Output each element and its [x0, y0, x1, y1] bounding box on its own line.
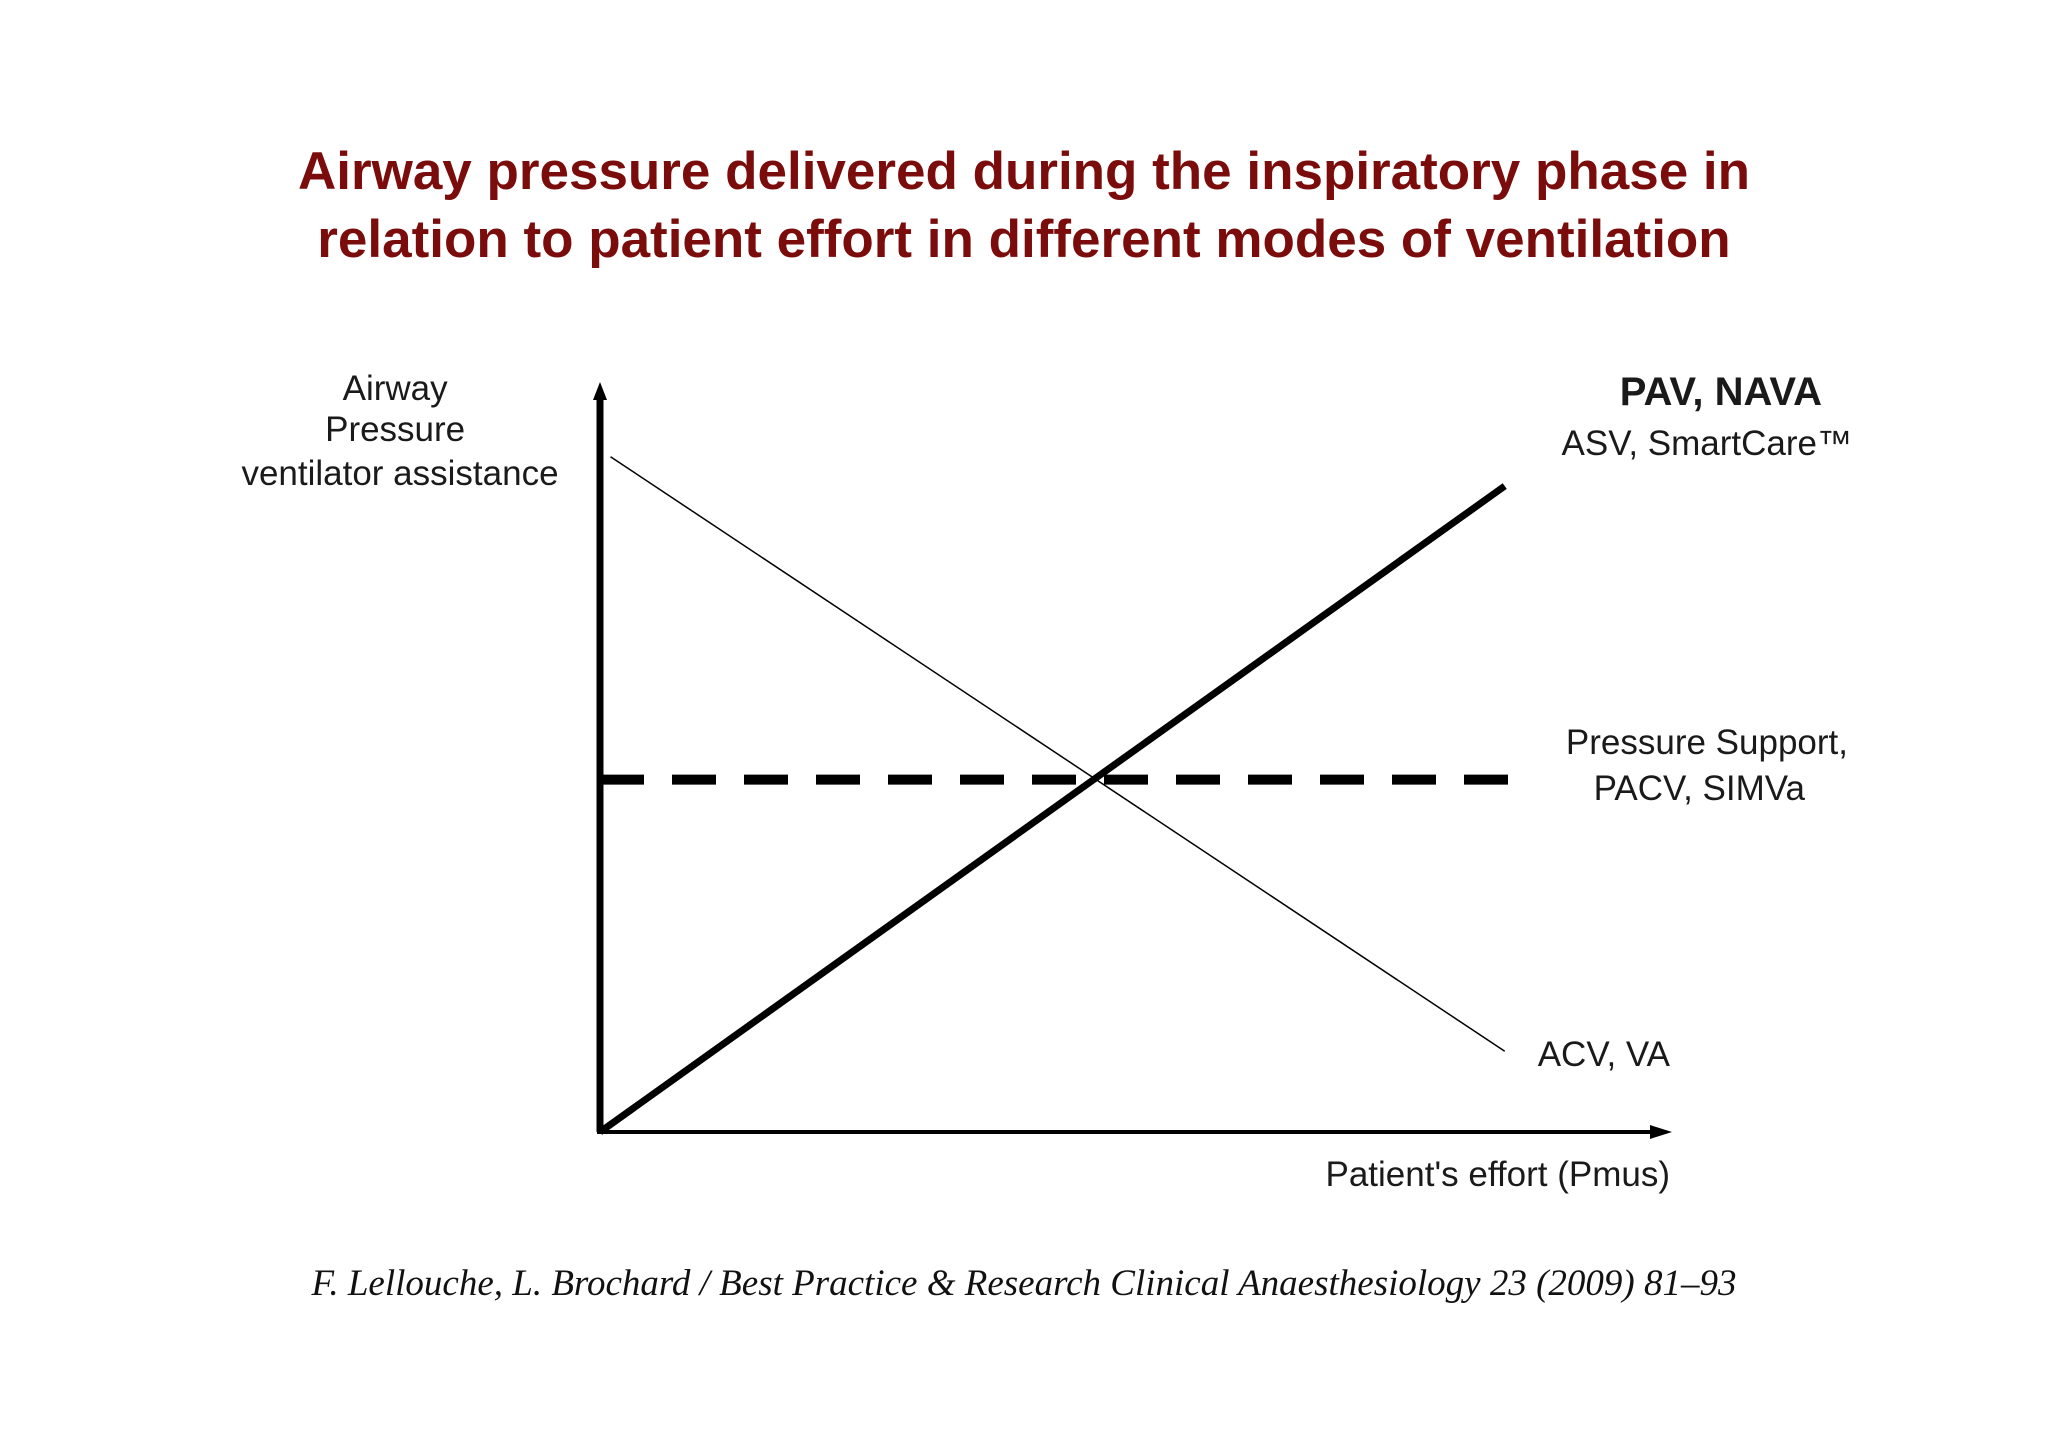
chart-title-line-1: Airway pressure delivered during the ins… [297, 142, 1751, 201]
series-label-asv-smartcare: ASV, SmartCare™ [1562, 424, 1852, 463]
citation: F. Lellouche, L. Brochard / Best Practic… [311, 1263, 1737, 1304]
series-label-pressure-support: Pressure Support, [1566, 723, 1848, 762]
y-axis-label-line-3: ventilator assistance [241, 454, 558, 493]
x-axis-arrow [1650, 1125, 1672, 1139]
y-axis-label: Airway Pressure ventilator assistance [241, 369, 558, 493]
series-line-pav-nava [597, 483, 1507, 1135]
y-axis-label-line-1: Airway [343, 369, 449, 408]
y-axis-arrow [593, 382, 607, 400]
series-label-pav-nava: PAV, NAVA [1620, 370, 1822, 414]
series-label-pacv-simva: PACV, SIMVa [1594, 769, 1806, 808]
chart-title-line-2: relation to patient effort in different … [317, 210, 1731, 269]
y-axis-label-line-2: Pressure [325, 410, 465, 449]
x-axis-label: Patient's effort (Pmus) [1326, 1155, 1671, 1194]
chart-title: Airway pressure delivered during the ins… [0, 138, 2048, 274]
series-label-acv-va: ACV, VA [1538, 1035, 1671, 1074]
series-line-acv-va [610, 456, 1506, 1052]
